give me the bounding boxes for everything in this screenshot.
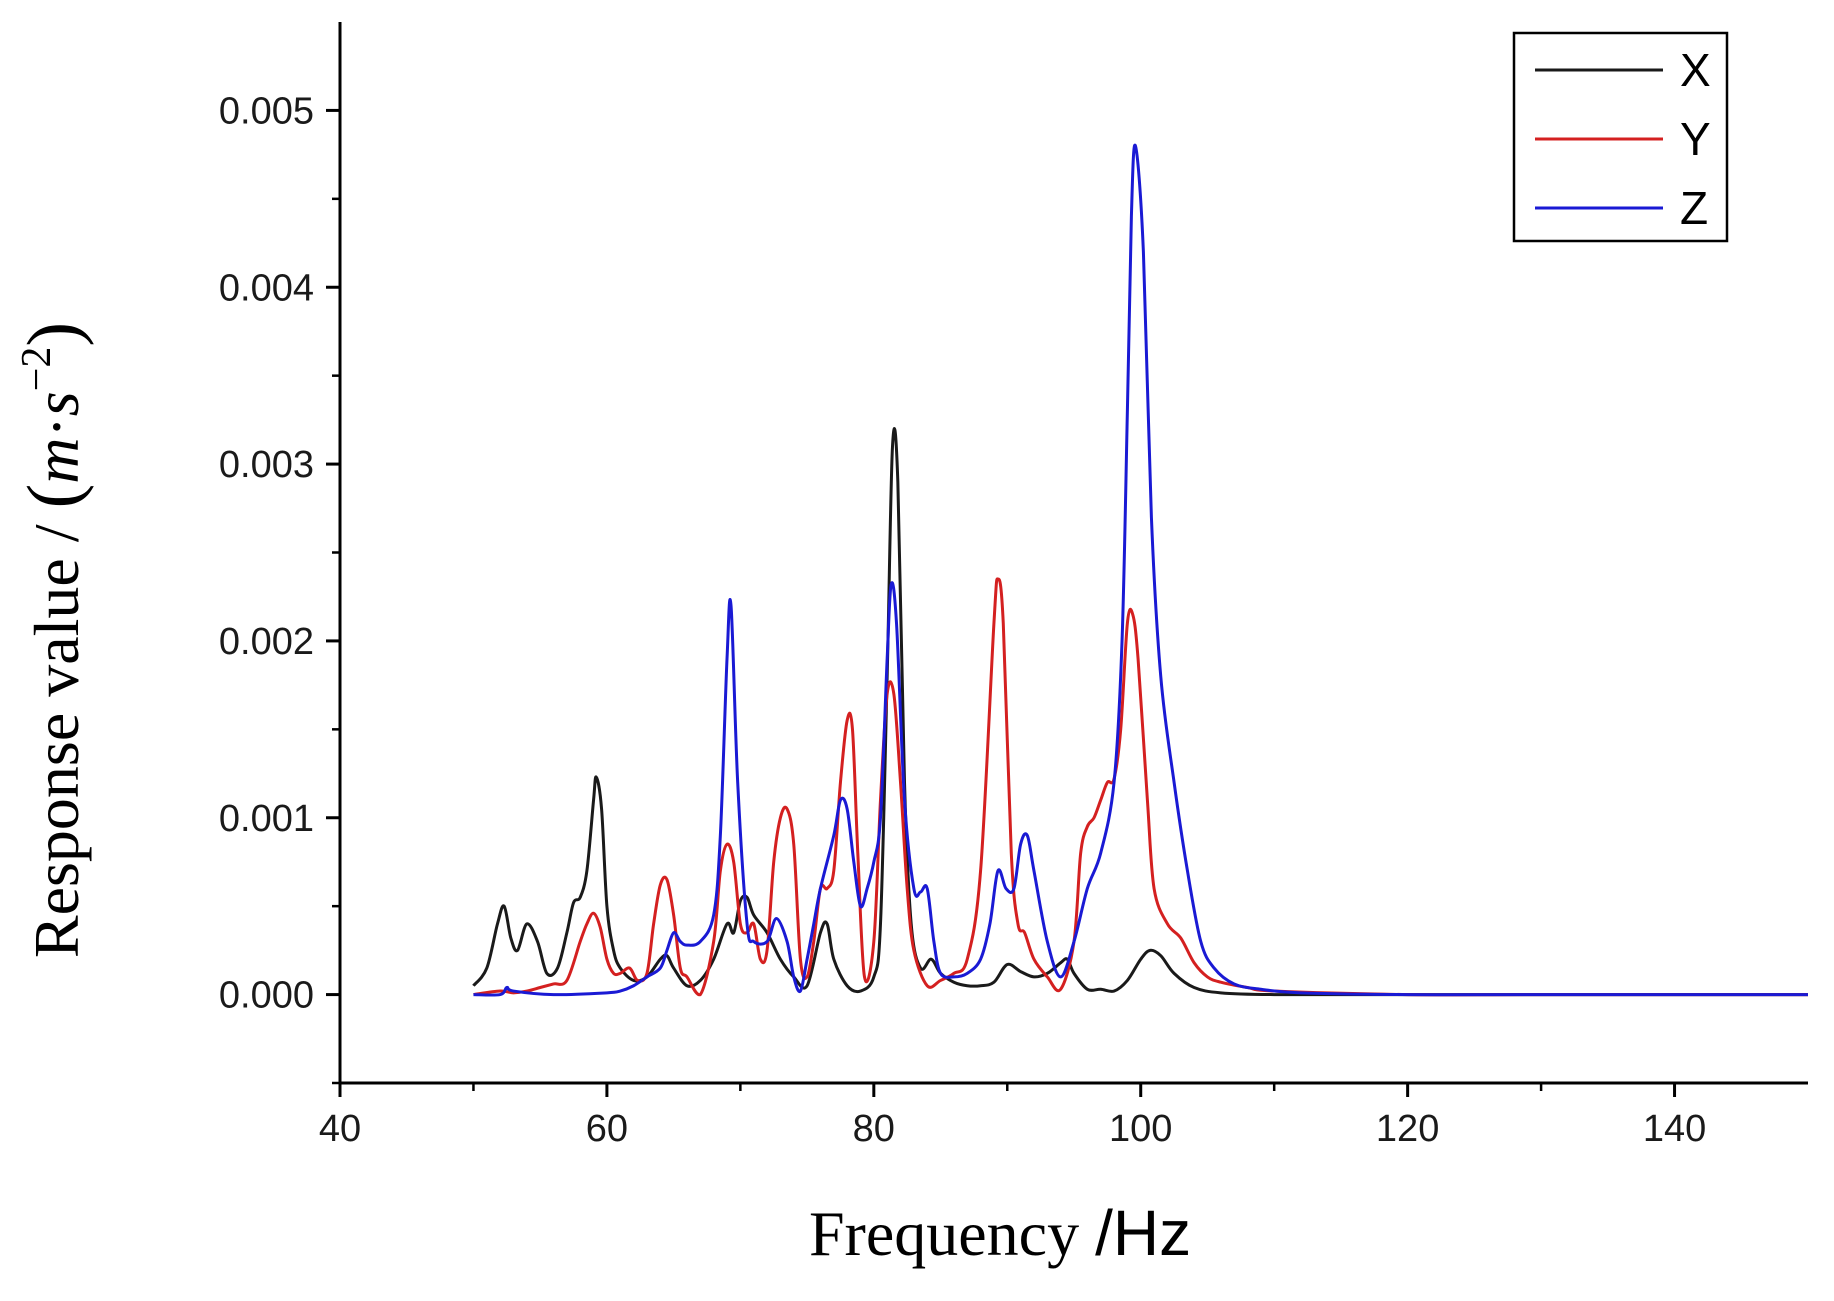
y-tick-label: 0.004 bbox=[219, 267, 314, 309]
y-axis-unit-open: ( bbox=[13, 484, 95, 509]
y-tick-label: 0.003 bbox=[219, 444, 314, 486]
legend-label-x: X bbox=[1680, 44, 1711, 96]
series-line-y bbox=[473, 577, 1808, 997]
legend-label-z: Z bbox=[1680, 182, 1708, 234]
x-tick-label: 60 bbox=[586, 1108, 628, 1150]
x-tick-label: 100 bbox=[1109, 1108, 1172, 1150]
legend: XYZ bbox=[1512, 31, 1729, 243]
x-tick-label: 40 bbox=[319, 1108, 361, 1150]
y-axis-unit-close: ) bbox=[13, 322, 95, 347]
y-axis-title: Response value / (m·s−2) bbox=[13, 322, 95, 958]
x-axis-title-unit: /Hz bbox=[1095, 1197, 1191, 1269]
y-axis-unit-m: m bbox=[21, 438, 92, 484]
x-tick-label: 120 bbox=[1376, 1108, 1439, 1150]
legend-box bbox=[1512, 31, 1729, 243]
y-axis-unit-exp: −2 bbox=[14, 347, 60, 392]
y-axis-unit-dot: · bbox=[21, 416, 92, 437]
legend-label-y: Y bbox=[1680, 113, 1711, 165]
axes-layer: 40 60 80 100 120 140 0.000 0.001 0.002 0.003 0.004… bbox=[219, 22, 1808, 1150]
y-tick-label: 0.002 bbox=[219, 621, 314, 663]
y-axis-title-main: Response value / bbox=[21, 508, 92, 958]
series-line-z bbox=[473, 143, 1808, 997]
x-tick-label: 140 bbox=[1643, 1108, 1706, 1150]
y-tick-label: 0.005 bbox=[219, 90, 314, 132]
y-tick-label: 0.000 bbox=[219, 975, 314, 1017]
x-tick-label: 80 bbox=[853, 1108, 895, 1150]
x-axis-title-main: Frequency bbox=[809, 1198, 1095, 1269]
y-tick-label: 0.001 bbox=[219, 798, 314, 840]
y-axis-unit-s: s bbox=[21, 391, 92, 416]
series-layer bbox=[472, 143, 1808, 997]
series-line-x bbox=[472, 427, 1808, 997]
x-axis-title: Frequency /Hz bbox=[809, 1197, 1191, 1269]
